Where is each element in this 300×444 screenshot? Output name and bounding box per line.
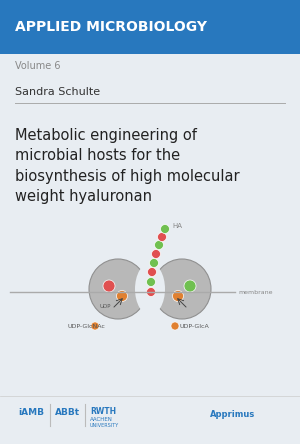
Text: membrane: membrane bbox=[238, 289, 272, 294]
Text: UDP-GlcNAc: UDP-GlcNAc bbox=[68, 324, 106, 329]
Circle shape bbox=[152, 250, 160, 258]
Circle shape bbox=[146, 288, 155, 297]
Text: UDP: UDP bbox=[100, 304, 112, 309]
Text: iAMB: iAMB bbox=[18, 408, 44, 416]
Circle shape bbox=[116, 290, 128, 301]
Circle shape bbox=[171, 322, 179, 330]
Text: Metabolic engineering of
microbial hosts for the
biosynthesis of high molecular
: Metabolic engineering of microbial hosts… bbox=[15, 128, 240, 204]
Circle shape bbox=[160, 225, 169, 234]
Circle shape bbox=[154, 241, 164, 250]
Text: RWTH: RWTH bbox=[90, 407, 116, 416]
Text: Sandra Schulte: Sandra Schulte bbox=[15, 87, 100, 97]
Ellipse shape bbox=[89, 259, 147, 319]
Bar bbox=[0, 0, 300, 54]
Circle shape bbox=[103, 280, 115, 292]
Circle shape bbox=[184, 280, 196, 292]
Text: Volume 6: Volume 6 bbox=[15, 61, 61, 71]
Circle shape bbox=[158, 233, 166, 242]
Ellipse shape bbox=[153, 259, 211, 319]
Ellipse shape bbox=[135, 263, 165, 315]
Circle shape bbox=[149, 258, 158, 267]
Text: APPLIED MICROBIOLOGY: APPLIED MICROBIOLOGY bbox=[15, 20, 207, 34]
Circle shape bbox=[172, 290, 184, 301]
Text: AACHEN: AACHEN bbox=[90, 416, 113, 421]
Text: HA: HA bbox=[172, 223, 182, 229]
Text: UDP-GlcA: UDP-GlcA bbox=[180, 324, 210, 329]
Circle shape bbox=[146, 278, 155, 286]
Text: ABBt: ABBt bbox=[55, 408, 80, 416]
Circle shape bbox=[91, 322, 99, 330]
Text: Apprimus: Apprimus bbox=[210, 409, 255, 419]
Circle shape bbox=[148, 267, 157, 277]
Text: UNIVERSITY: UNIVERSITY bbox=[90, 423, 119, 428]
